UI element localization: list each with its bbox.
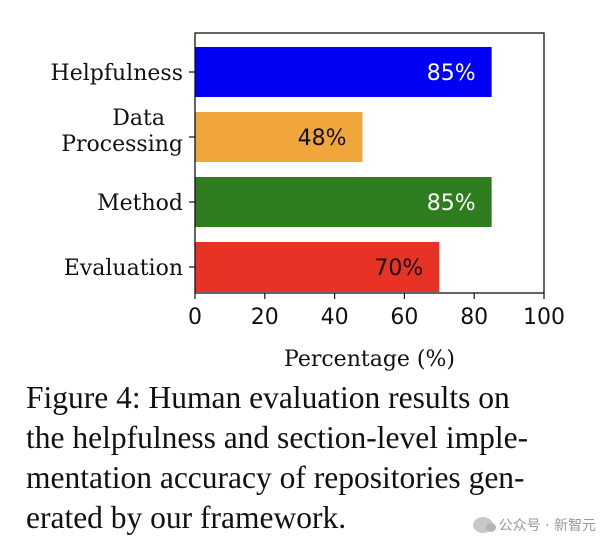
plot-frame xyxy=(194,32,545,294)
x-tick-label: 60 xyxy=(390,305,418,330)
bar-value-label: 85% xyxy=(427,61,476,86)
bar xyxy=(195,177,492,227)
x-tick-label: 40 xyxy=(321,305,349,330)
bar-value-label: 48% xyxy=(298,126,347,151)
bar-value-label: 85% xyxy=(427,191,476,216)
caption-line: the helpfulness and section-level imple- xyxy=(26,420,529,455)
caption-line: erated by our framework. xyxy=(26,500,347,535)
bar-chart: 85% 48% 85% 70% Helpfulness Data Processing Me… xyxy=(51,32,565,372)
y-tick-label: Helpfulness xyxy=(51,61,183,86)
x-tick-label: 0 xyxy=(188,305,202,330)
bar xyxy=(195,242,440,292)
y-tick-labels: Helpfulness Data Processing Method Evaluatio… xyxy=(51,61,195,281)
bar xyxy=(195,47,492,97)
x-tick-label: 100 xyxy=(523,305,565,330)
bar-value-label: 70% xyxy=(374,256,423,281)
bars: 85% 48% 85% 70% xyxy=(195,47,492,292)
y-tick-label: Method xyxy=(97,191,183,216)
caption-line: mentation accuracy of repositories gen- xyxy=(26,460,525,495)
y-tick-label: Data Processing xyxy=(61,106,183,157)
x-ticks: 0 20 40 60 80 100 xyxy=(188,293,565,330)
y-tick-label: Evaluation xyxy=(64,256,183,281)
caption-line: Figure 4: Human evaluation results on xyxy=(26,380,510,415)
x-tick-label: 80 xyxy=(460,305,488,330)
wechat-icon xyxy=(472,517,496,533)
bar xyxy=(195,112,363,162)
watermark-text: 公众号 · 新智元 xyxy=(498,518,596,534)
watermark: 公众号 · 新智元 xyxy=(472,515,596,535)
x-tick-label: 20 xyxy=(251,305,279,330)
figure-caption: Figure 4: Human evaluation results on th… xyxy=(26,378,586,538)
x-axis-label: Percentage (%) xyxy=(284,347,455,372)
